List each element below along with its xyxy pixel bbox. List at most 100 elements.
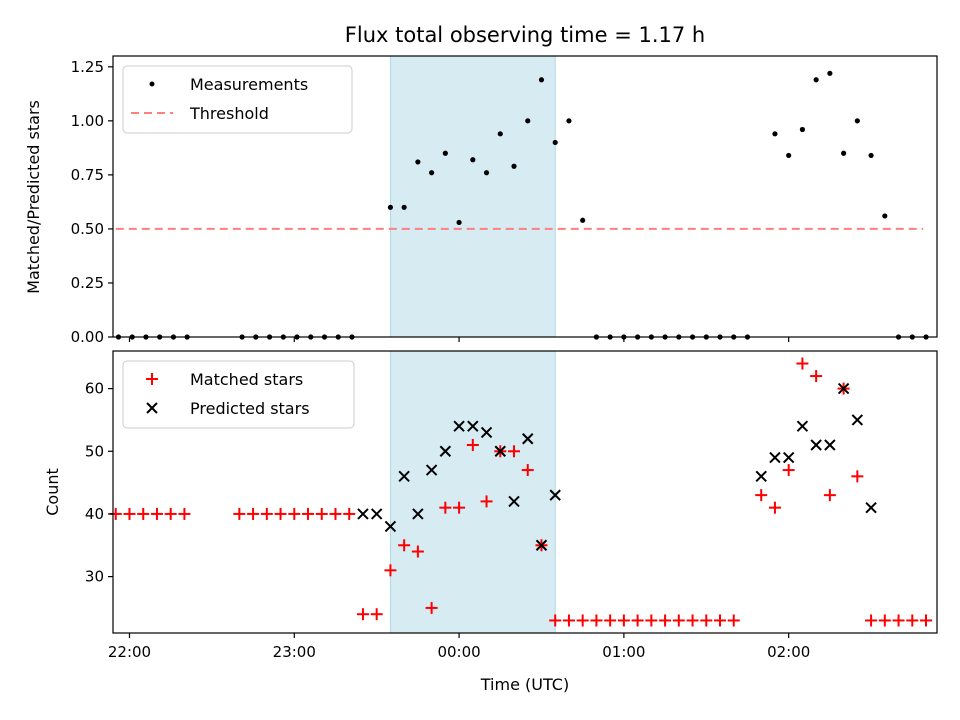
measurement-point	[566, 118, 572, 124]
ratio-legend: Measurements Threshold	[122, 65, 353, 134]
measurement-point	[868, 152, 874, 159]
matched-star-point	[549, 614, 562, 627]
matched-star-point	[892, 614, 905, 627]
measurement-point	[772, 131, 778, 137]
matched-star-point	[576, 614, 589, 627]
ratio-panel-frame	[112, 55, 938, 338]
matched-star-point	[274, 507, 287, 520]
matched-star-point	[178, 507, 191, 520]
matched-star-point	[343, 507, 356, 520]
x-tick-label: 23:00	[273, 643, 316, 661]
x-tick-label: 01:00	[602, 643, 645, 661]
measurement-point	[401, 204, 407, 210]
predicted-star-point	[357, 508, 369, 520]
matched-star-point	[247, 507, 260, 520]
y-tick-label: 60	[85, 380, 104, 398]
matched-star-point	[384, 564, 397, 577]
y-tick-label: 1.25	[71, 58, 104, 76]
measurement-point	[415, 159, 421, 165]
predicted-star-point	[480, 426, 493, 439]
matched-star-point	[439, 501, 452, 514]
matched-star-point	[466, 439, 479, 451]
matched-star-point	[562, 614, 575, 627]
matched-star-point	[425, 601, 438, 614]
measurement-point	[442, 150, 448, 156]
predicted-star-point	[453, 420, 465, 432]
ratio-panel: 0.00 0.25 0.50 0.75 1.00 1.25 Matched/Predict…	[24, 55, 938, 346]
matched-star-point	[521, 464, 534, 477]
matched-star-point	[727, 614, 740, 627]
legend-threshold-label: Threshold	[189, 104, 269, 123]
matched-star-point	[755, 489, 768, 502]
predicted-star-point	[384, 520, 397, 533]
predicted-star-point	[439, 445, 452, 457]
matched-star-point	[700, 614, 713, 627]
matched-star-point	[604, 614, 617, 627]
legend-predicted-label: Predicted stars	[190, 399, 310, 418]
count-panel-frame	[112, 350, 938, 634]
matched-star-point	[288, 507, 301, 520]
matched-star-point	[123, 507, 136, 520]
predicted-star-point	[755, 470, 767, 483]
y-tick-label: 0.00	[71, 328, 104, 346]
y-tick-label: 0.75	[71, 166, 104, 184]
matched-star-point	[810, 370, 823, 383]
matched-star-point	[714, 614, 727, 627]
measurement-point	[552, 139, 558, 146]
count-y-axis-label: Count	[43, 468, 62, 516]
predicted-star-point	[837, 382, 850, 395]
count-panel: 30 40 50 60 22:00 23:00 00:00 01:00 02:00 Count…	[43, 350, 938, 694]
legend-measurements-marker	[149, 81, 155, 87]
measurement-point	[799, 126, 806, 133]
y-tick-label: 50	[85, 442, 104, 460]
predicted-star-point	[425, 464, 438, 476]
matched-star-point	[590, 614, 603, 627]
matched-star-point	[631, 614, 644, 627]
predicted-star-point	[824, 439, 836, 451]
legend-measurements-label: Measurements	[190, 75, 308, 94]
matched-star-point	[356, 608, 369, 621]
predicted-star-point	[851, 414, 864, 426]
matched-star-point	[920, 614, 933, 627]
predicted-star-point	[782, 451, 795, 464]
matched-star-point	[659, 614, 672, 627]
predicted-star-point	[398, 470, 410, 483]
measurement-point	[497, 131, 503, 137]
predicted-star-point	[370, 508, 383, 520]
matched-star-point	[315, 507, 328, 520]
matched-star-point	[851, 470, 864, 483]
measurement-point	[483, 170, 490, 176]
matched-star-point	[768, 501, 781, 514]
matched-star-point	[906, 614, 919, 627]
x-tick-label: 02:00	[767, 643, 810, 661]
predicted-star-point	[467, 420, 479, 432]
measurement-point	[854, 118, 860, 124]
matched-star-point	[233, 507, 246, 520]
measurement-point	[429, 170, 435, 176]
y-tick-label: 1.00	[71, 112, 104, 130]
predicted-star-point	[412, 508, 424, 520]
legend-matched-marker	[146, 373, 158, 385]
y-tick-label: 0.25	[71, 274, 104, 292]
measurement-point	[470, 157, 476, 163]
predicted-star-point	[508, 495, 520, 508]
predicted-star-point	[796, 420, 809, 432]
matched-star-point	[645, 614, 658, 627]
chart-title: Flux total observing time = 1.17 h	[345, 23, 705, 47]
measurement-point	[813, 77, 819, 83]
measurement-point	[841, 150, 847, 156]
x-tick-label: 00:00	[437, 643, 480, 661]
matched-star-point	[878, 614, 891, 627]
y-tick-label: 0.50	[71, 220, 104, 238]
matched-star-point	[453, 501, 466, 514]
measurement-point	[827, 70, 833, 76]
matched-star-point	[823, 489, 836, 502]
measurement-point	[786, 152, 792, 159]
legend-matched-label: Matched stars	[190, 370, 303, 389]
matched-star-point	[411, 545, 424, 558]
legend-predicted-marker	[146, 402, 158, 414]
matched-star-point	[672, 614, 685, 627]
ratio-y-axis-label: Matched/Predicted stars	[24, 100, 43, 294]
predicted-star-point	[865, 501, 877, 514]
matched-star-point	[370, 608, 383, 621]
